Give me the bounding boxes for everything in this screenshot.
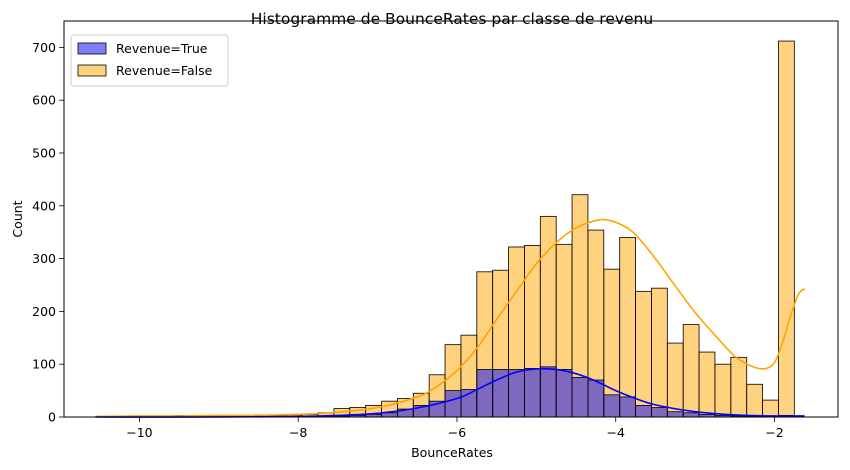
bar-revenue-true — [619, 396, 636, 418]
legend-label-revenue-false: Revenue=False — [116, 63, 213, 78]
bar-revenue-false — [651, 287, 668, 418]
x-tick-label: −10 — [126, 425, 152, 440]
bar-revenue-true — [555, 369, 573, 418]
plot-frame — [63, 20, 839, 418]
y-tick-label: 300 — [32, 251, 56, 266]
bar-revenue-true — [666, 411, 684, 418]
chart-title: Histogramme de BounceRates par classe de… — [251, 10, 653, 28]
x-tick-label: −6 — [448, 425, 466, 440]
bar-revenue-true — [508, 369, 525, 418]
bar-revenue-false — [730, 356, 748, 418]
legend-label-revenue-true: Revenue=True — [116, 41, 208, 56]
kde-line-revenue-true — [95, 367, 805, 418]
x-tick-label: −8 — [289, 425, 307, 440]
y-tick-label: 100 — [32, 357, 56, 372]
y-tick-label: 200 — [32, 304, 56, 319]
y-tick-label: 400 — [32, 198, 56, 213]
y-axis-label: Count — [10, 200, 25, 237]
y-tick-label: 600 — [32, 93, 56, 108]
bar-revenue-false — [778, 40, 795, 418]
bar-revenue-true — [603, 394, 621, 418]
bar-revenue-false — [666, 342, 684, 418]
bar-revenue-false — [635, 290, 652, 418]
bar-revenue-true — [444, 390, 462, 418]
x-tick-label: −2 — [765, 425, 783, 440]
kde-line-revenue-false — [95, 218, 806, 418]
bar-revenue-false — [619, 237, 636, 418]
bar-revenue-true — [635, 404, 652, 418]
legend: Revenue=True Revenue=False — [70, 34, 229, 87]
legend-swatch-revenue-false — [77, 64, 107, 77]
bar-revenue-false — [698, 351, 716, 418]
bar-revenue-true — [539, 366, 557, 418]
x-tick-label: −4 — [607, 425, 625, 440]
bar-revenue-true — [476, 369, 494, 418]
y-tick-label: 700 — [32, 40, 56, 55]
y-tick-label: 500 — [32, 146, 56, 161]
bar-revenue-true — [524, 368, 541, 418]
bar-revenue-false — [746, 383, 763, 418]
y-axis: 0 100 200 300 400 500 600 700 — [32, 40, 64, 425]
bar-revenue-false — [682, 324, 700, 418]
bar-revenue-true — [587, 379, 605, 418]
x-axis: −10 −8 −6 −4 −2 — [126, 417, 784, 440]
bar-revenue-true — [682, 412, 700, 418]
bar-revenue-true — [651, 407, 668, 418]
legend-swatch-revenue-true — [77, 42, 107, 55]
legend-box — [70, 34, 229, 87]
bar-revenue-false — [714, 363, 732, 418]
bar-revenue-false — [762, 399, 779, 418]
series-revenue-false — [95, 40, 795, 418]
bar-revenue-true — [571, 376, 589, 418]
y-tick-label: 0 — [48, 410, 56, 425]
x-axis-label: BounceRates — [411, 445, 493, 460]
